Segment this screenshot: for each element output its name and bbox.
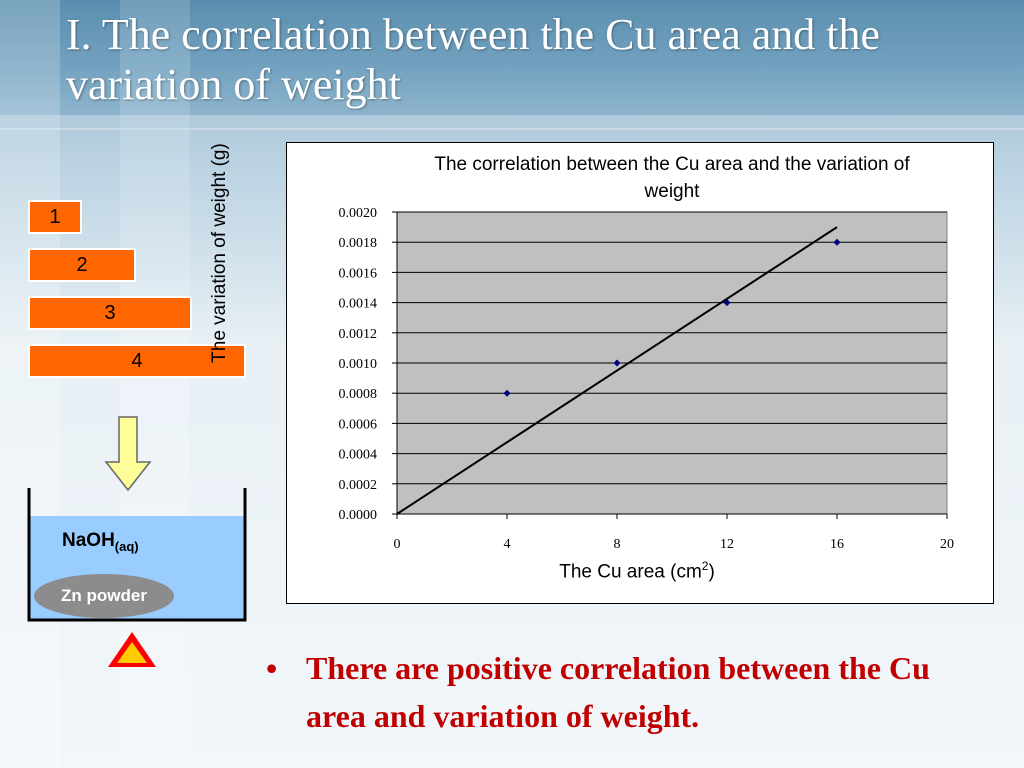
conclusion-bullet: • There are positive correlation between… [266,644,988,740]
conclusion-text: There are positive correlation between t… [306,650,930,734]
y-tick-label: 0.0010 [339,357,378,372]
data-point [833,238,841,246]
y-tick-label: 0.0012 [339,327,378,342]
y-axis-label: The variation of weight (g) [209,143,230,363]
trendline [396,226,838,515]
y-tick-label: 0.0020 [339,206,378,221]
x-tick-label: 16 [830,537,844,552]
slide-title: I. The correlation between the Cu area a… [66,10,881,109]
cu-strip-2: 2 [28,248,136,282]
cu-strip-4: 4 [28,344,246,378]
x-tick-label: 0 [394,537,401,552]
y-tick-label: 0.0006 [339,417,378,432]
x-axis-label: The Cu area (cm2) [559,559,715,583]
data-point [613,359,621,367]
y-tick-label: 0.0004 [339,448,378,463]
down-arrow-icon [104,416,152,492]
background-band [0,0,1024,128]
plot-area: 0.0000 0.0002 0.0004 0.0006 0.0008 0.0010 0.00… [339,206,955,552]
y-tick-label: 0.0000 [339,508,378,523]
x-tick-label: 4 [504,537,511,552]
cu-strip-1: 1 [28,200,82,234]
y-tick-label: 0.0014 [339,297,378,312]
y-tick-label: 0.0018 [339,236,378,251]
x-tick-label: 12 [720,537,734,552]
naoh-label: NaOH(aq) [62,530,139,554]
data-point [503,389,511,397]
cu-strip-3: 3 [28,296,192,330]
heat-triangle-icon [108,632,156,667]
y-tick-label: 0.0016 [339,266,378,281]
chart: The correlation between the Cu area and … [209,142,994,604]
x-tick-label: 8 [614,537,621,552]
y-tick-label: 0.0002 [339,478,378,493]
chart-title: The correlation between the Cu area and … [434,154,910,202]
bullet-marker: • [266,650,278,686]
zn-powder: Zn powder [34,574,174,618]
data-point [723,299,731,307]
y-tick-label: 0.0008 [339,387,378,402]
x-tick-label: 20 [940,537,954,552]
